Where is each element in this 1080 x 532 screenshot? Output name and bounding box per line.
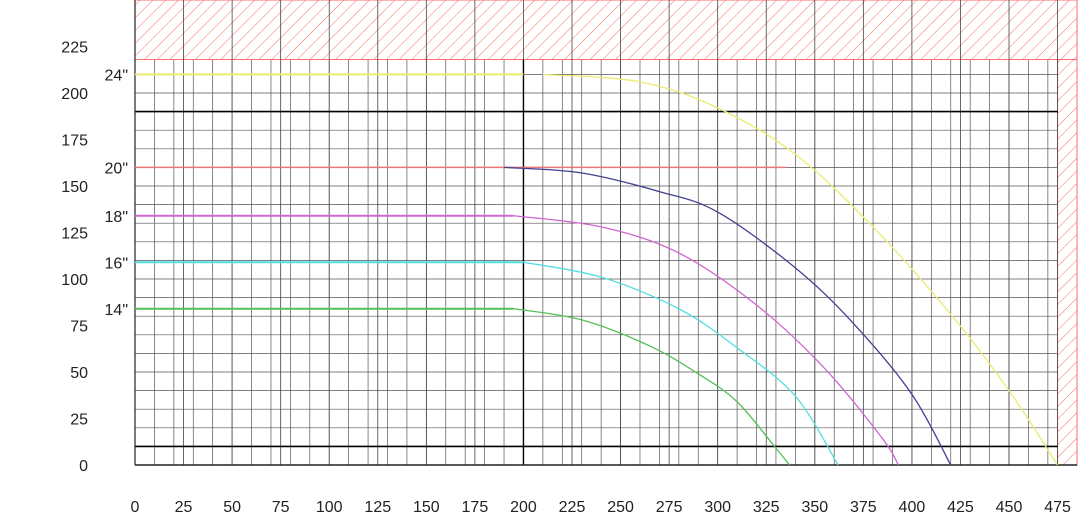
restricted-zones bbox=[134, 0, 1078, 466]
x-tick-label: 75 bbox=[272, 499, 290, 516]
x-tick-label: 325 bbox=[753, 499, 780, 516]
y-tick-label: 175 bbox=[61, 133, 88, 150]
series-label: 14" bbox=[105, 302, 128, 319]
x-tick-label: 150 bbox=[413, 499, 440, 516]
x-tick-label: 225 bbox=[559, 499, 586, 516]
y-tick-label: 25 bbox=[70, 412, 88, 429]
x-axis-ticks: 0 25 50 75 100 125 150 175 200 225 250 275 300 325 350… bbox=[131, 499, 1071, 516]
restricted-zone bbox=[1057, 59, 1078, 466]
series-curve bbox=[503, 166, 952, 466]
x-tick-label: 0 bbox=[131, 499, 140, 516]
reference-lines bbox=[134, 0, 1077, 466]
y-tick-label: 100 bbox=[61, 272, 88, 289]
y-tick-label: 125 bbox=[61, 226, 88, 243]
series-curve bbox=[513, 215, 899, 466]
x-tick-label: 175 bbox=[462, 499, 489, 516]
series-label: 18" bbox=[105, 209, 128, 226]
y-tick-label: 150 bbox=[61, 179, 88, 196]
restricted-zone bbox=[134, 0, 1078, 61]
series-layer bbox=[135, 73, 1059, 466]
x-tick-label: 100 bbox=[316, 499, 343, 516]
y-tick-label: 200 bbox=[61, 86, 88, 103]
x-tick-label: 450 bbox=[996, 499, 1023, 516]
series-curve bbox=[542, 73, 1059, 466]
series-labels: 24" 20" 18" 16" 14" bbox=[105, 67, 128, 318]
x-tick-label: 475 bbox=[1044, 499, 1071, 516]
y-tick-label: 50 bbox=[70, 365, 88, 382]
series-label: 16" bbox=[105, 255, 128, 272]
series-label: 24" bbox=[105, 67, 128, 84]
x-tick-label: 425 bbox=[947, 499, 974, 516]
x-tick-label: 275 bbox=[656, 499, 683, 516]
major-grid bbox=[134, 0, 1058, 465]
x-tick-label: 350 bbox=[801, 499, 828, 516]
series-label: 20" bbox=[105, 160, 128, 177]
y-tick-label: 0 bbox=[79, 458, 88, 475]
series-curve bbox=[523, 261, 839, 466]
x-tick-label: 50 bbox=[223, 499, 241, 516]
x-tick-label: 300 bbox=[704, 499, 731, 516]
x-tick-label: 250 bbox=[607, 499, 634, 516]
x-tick-label: 200 bbox=[510, 499, 537, 516]
minor-grid bbox=[134, 0, 1077, 466]
x-tick-label: 375 bbox=[850, 499, 877, 516]
x-tick-label: 125 bbox=[364, 499, 391, 516]
x-tick-label: 25 bbox=[175, 499, 193, 516]
y-axis-ticks: 0 25 50 75 100 125 150 175 200 225 bbox=[61, 40, 88, 476]
y-tick-label: 225 bbox=[61, 40, 88, 57]
y-tick-label: 75 bbox=[70, 319, 88, 336]
x-tick-label: 400 bbox=[899, 499, 926, 516]
series-curve bbox=[513, 308, 791, 466]
